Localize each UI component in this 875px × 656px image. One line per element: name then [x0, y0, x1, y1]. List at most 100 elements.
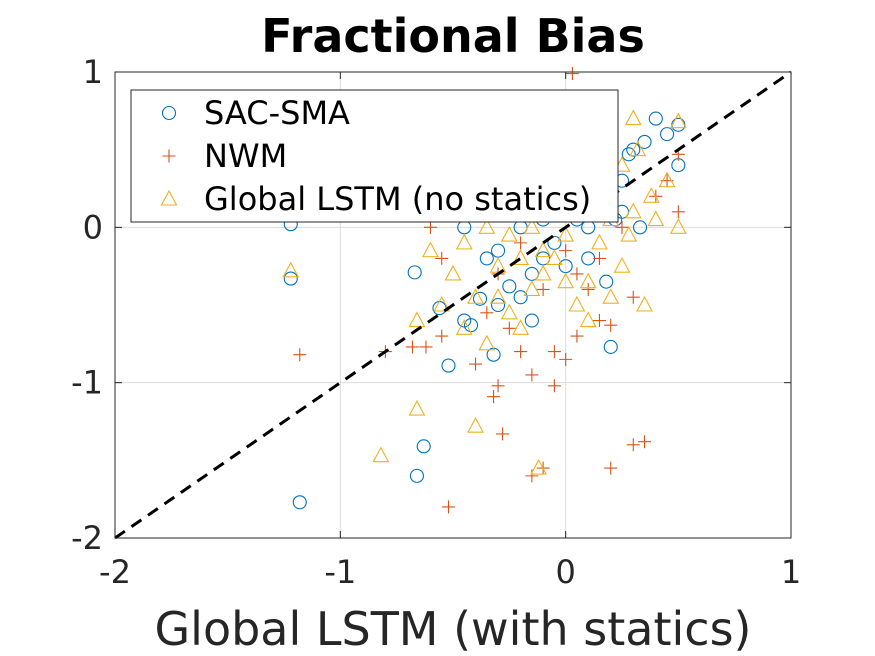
triangle-data-point [467, 416, 484, 433]
triangle-data-point [629, 140, 647, 157]
triangle-data-point [523, 280, 541, 297]
triangle-data-point [489, 288, 507, 304]
circle-data-point [409, 468, 424, 483]
x-tick-label: -2 [99, 553, 131, 591]
triangle-data-point [557, 272, 575, 289]
plus-data-point [525, 469, 539, 483]
triangle-data-point [579, 311, 597, 328]
legend-label: NWM [204, 137, 287, 175]
plus-data-point [435, 251, 449, 265]
plus-data-point [514, 236, 528, 250]
y-tick-label: -2 [71, 519, 103, 557]
plus-data-point [592, 314, 606, 328]
circle-data-point [603, 339, 618, 354]
y-tick-label: 1 [83, 53, 103, 91]
plus-data-point [615, 220, 629, 234]
legend: SAC-SMA NWM Global LSTM (no statics) [130, 89, 619, 223]
plus-data-point [604, 461, 618, 475]
triangle-data-point [372, 446, 390, 463]
plus-data-point [423, 220, 437, 234]
circle-data-point [648, 111, 663, 126]
plus-data-point [469, 357, 483, 371]
triangle-data-point [530, 458, 548, 475]
plus-data-point [435, 329, 449, 343]
plus-data-point [570, 267, 584, 281]
triangle-data-point [500, 225, 518, 242]
plus-data-point [525, 368, 539, 382]
plus-data-point [559, 352, 573, 366]
chart-title: Fractional Bias [261, 9, 645, 63]
plus-data-point [480, 306, 494, 320]
circle-data-point [524, 313, 539, 328]
legend-label: SAC-SMA [204, 94, 350, 132]
triangle-data-point [636, 295, 653, 312]
legend-label: Global LSTM (no statics) [204, 180, 591, 218]
plus-data-point [441, 500, 455, 514]
circle-data-point [479, 251, 494, 266]
circle-data-point [502, 279, 517, 294]
plus-data-point [626, 290, 640, 304]
circle-data-point [463, 318, 479, 333]
triangle-data-point [478, 218, 496, 234]
plus-data-point [581, 282, 595, 296]
circle-data-point [441, 358, 456, 373]
triangle-data-point [568, 295, 586, 312]
plus-data-point [565, 67, 579, 81]
plus-data-point [487, 390, 501, 404]
triangle-data-point [444, 264, 462, 281]
plus-data-point [638, 435, 652, 449]
plus-data-point [547, 379, 561, 393]
plus-data-point [547, 345, 561, 359]
triangle-data-point [534, 264, 552, 281]
plus-data-point [496, 427, 510, 441]
x-tick-label: 0 [555, 553, 575, 591]
triangle-data-point [545, 249, 563, 265]
triangle-data-point [642, 187, 660, 203]
triangle-data-point [591, 233, 608, 250]
triangle-data-point [455, 233, 473, 250]
circle-data-point [632, 220, 648, 235]
plus-data-point [502, 321, 516, 335]
triangle-data-point [602, 288, 620, 304]
triangle-data-point [408, 399, 426, 416]
y-tick-label: 0 [83, 208, 103, 246]
circle-data-point [292, 495, 307, 510]
plus-data-point [671, 205, 685, 219]
triangle-data-point [557, 225, 575, 242]
x-axis-label: Global LSTM (with statics) [155, 602, 752, 656]
legend-circle-marker [161, 105, 177, 121]
triangle-data-point [534, 241, 552, 258]
legend-box [130, 89, 619, 223]
triangle-data-point [467, 288, 484, 304]
triangle-data-point [669, 112, 687, 129]
legend-triangle-marker [160, 189, 178, 206]
circle-data-point [472, 291, 488, 306]
triangle-data-point [624, 109, 642, 126]
plus-data-point [514, 345, 528, 359]
triangle-data-point [433, 295, 451, 312]
one-to-one-line [114, 70, 792, 540]
x-tick-label: -1 [324, 553, 356, 591]
triangle-data-point [408, 311, 426, 328]
circle-data-point [599, 274, 614, 289]
triangle-data-point [512, 249, 530, 265]
plus-data-point [592, 251, 606, 265]
triangle-data-point [512, 319, 530, 335]
x-tick-label: 1 [781, 553, 801, 591]
triangle-data-point [500, 303, 518, 320]
triangle-data-point [478, 334, 496, 351]
legend-plus-marker [162, 149, 176, 163]
circle-data-point [407, 265, 422, 280]
circle-data-point [660, 127, 675, 142]
triangle-data-point [579, 272, 597, 289]
y-tick-label: -1 [71, 364, 103, 402]
plus-data-point [491, 379, 505, 393]
triangle-data-point [613, 257, 631, 273]
triangle-data-point [455, 319, 473, 335]
circle-data-point [416, 439, 431, 454]
reference-line [114, 70, 792, 540]
circle-data-point [513, 290, 528, 305]
axis-ticks: -2 -1 0 1 -2 -1 0 1 [71, 53, 801, 591]
plus-data-point [405, 340, 419, 354]
